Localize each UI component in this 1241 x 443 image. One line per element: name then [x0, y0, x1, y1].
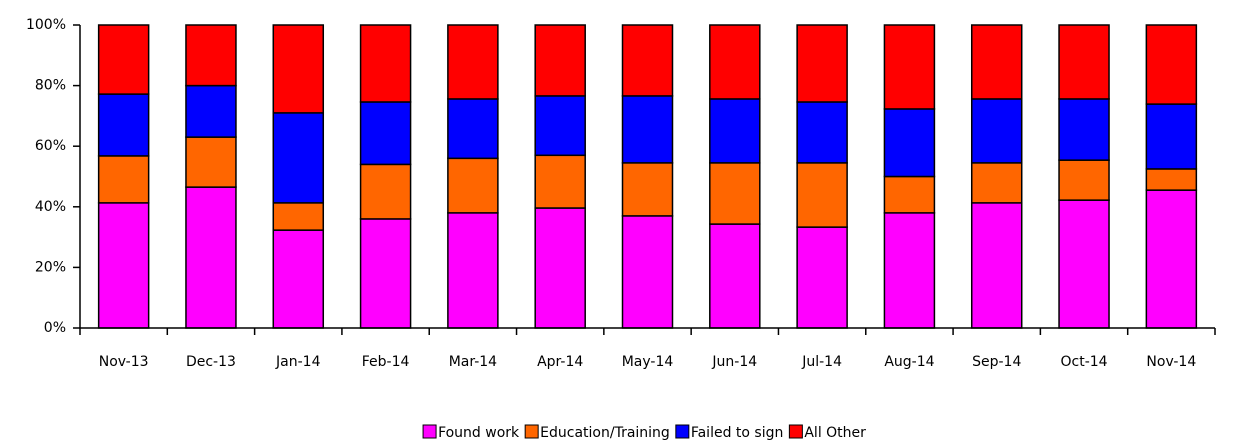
bar-segment [883, 212, 936, 329]
bar-segment [796, 226, 848, 329]
bar-segment [447, 157, 499, 214]
bar-segment [534, 24, 586, 97]
bar-segment [1058, 24, 1110, 100]
x-tick-label: Aug-14 [884, 354, 934, 370]
bar-segment [709, 162, 761, 225]
bar-segment [359, 163, 412, 220]
bar-segment [359, 101, 412, 166]
bar-segment [272, 229, 325, 329]
bar-segment [709, 223, 761, 329]
bar-segment [621, 162, 674, 217]
bar-segment [709, 98, 761, 164]
legend-swatch [788, 424, 803, 439]
y-tick-label: 40% [35, 199, 66, 215]
legend-swatch [675, 424, 690, 439]
bar-segment [97, 93, 150, 157]
bar-segment [796, 24, 848, 103]
bar-segment [447, 24, 499, 100]
bar-segment [1145, 168, 1198, 191]
bar-segment [796, 101, 848, 164]
legend-label: Failed to sign [691, 425, 784, 441]
y-tick-label: 80% [35, 78, 66, 94]
legend-label: All Other [804, 425, 866, 441]
legend-label: Found work [438, 425, 520, 441]
x-tick-label: Oct-14 [1060, 354, 1107, 370]
x-tick-label: Mar-14 [449, 354, 497, 370]
bar-segment [883, 108, 936, 178]
bar-segment [970, 202, 1023, 329]
bar-segment [272, 202, 325, 231]
bar-segment [359, 218, 412, 329]
x-tick-label: Jun-14 [711, 354, 757, 370]
y-tick-label: 100% [26, 17, 66, 33]
bar-segment [97, 24, 150, 95]
bar-segment [709, 24, 761, 100]
x-tick-label: Jul-14 [801, 354, 842, 370]
bar-segment [272, 24, 325, 114]
x-tick-label: Apr-14 [537, 354, 583, 370]
y-tick-label: 60% [35, 138, 66, 154]
x-tick-label: Sep-14 [972, 354, 1021, 370]
bar-segment [534, 207, 586, 329]
bar-segment [185, 24, 237, 87]
bar-segment [970, 24, 1023, 100]
bar-segment [272, 112, 325, 204]
bar-segment [1058, 98, 1110, 161]
bar-segment [534, 95, 586, 157]
bar-segment [970, 162, 1023, 204]
x-tick-label: Nov-14 [1146, 354, 1196, 370]
bar-segment [185, 186, 237, 329]
x-tick-label: May-14 [622, 354, 674, 370]
bar-segment [185, 136, 237, 188]
bar-segment [1145, 189, 1198, 329]
bar-segment [97, 155, 150, 204]
bar-segment [447, 212, 499, 329]
bar-segment [1145, 103, 1198, 170]
bar-segment [1058, 199, 1110, 329]
legend-label: Education/Training [540, 425, 670, 441]
bar-segment [883, 24, 936, 110]
x-tick-label: Feb-14 [362, 354, 410, 370]
bar-segment [796, 162, 848, 228]
legend-swatch [422, 424, 437, 439]
bar-segment [621, 24, 674, 97]
bar-segment [883, 175, 936, 214]
y-tick-label: 0% [44, 320, 66, 336]
bar-segment [534, 154, 586, 209]
y-tick-label: 20% [35, 259, 66, 275]
x-tick-label: Nov-13 [99, 354, 149, 370]
bar-segment [970, 98, 1023, 164]
bar-segment [447, 98, 499, 160]
x-tick-label: Dec-13 [186, 354, 236, 370]
legend-swatch [524, 424, 539, 439]
bar-segment [1145, 24, 1198, 105]
bar-segment [621, 215, 674, 329]
x-tick-label: Jan-14 [275, 354, 321, 370]
bar-segment [621, 95, 674, 164]
bar-segment [97, 202, 150, 329]
bar-segment [1058, 159, 1110, 201]
bar-segment [185, 84, 237, 138]
bar-segment [359, 24, 412, 103]
